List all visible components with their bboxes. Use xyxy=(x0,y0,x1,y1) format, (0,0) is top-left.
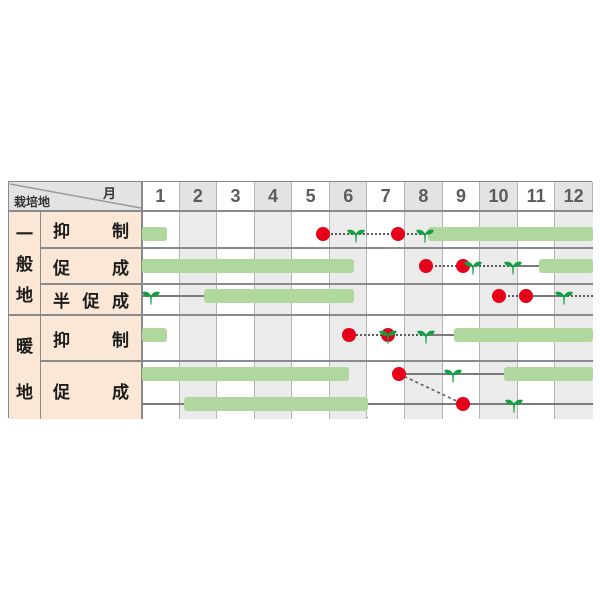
sowing-dot xyxy=(519,289,534,303)
seedling-on-dot xyxy=(378,327,398,345)
seedling-marker xyxy=(443,366,463,384)
harvest-bar xyxy=(427,227,593,241)
seedling-marker xyxy=(141,288,161,306)
seedling-icon xyxy=(505,399,523,413)
month-header-cell: 5 xyxy=(292,182,330,211)
sowing-dot xyxy=(455,397,470,411)
sowing-dot xyxy=(392,367,407,381)
sowing-dot xyxy=(316,227,331,241)
month-header-cell: 8 xyxy=(405,182,443,211)
method-label-促成: 促成 xyxy=(40,248,142,284)
seedling-marker xyxy=(416,327,436,345)
sowing-dot xyxy=(492,289,507,303)
seedling-icon xyxy=(464,261,482,275)
month-header-cell: 6 xyxy=(329,182,368,211)
sowing-dot xyxy=(419,259,434,273)
seedling-marker xyxy=(346,226,366,244)
calendar-table: 月 栽培地 1 2 3 4 5 6 7 8 9 10 11 12 一般地抑制促成半促成暖地抑制促成 xyxy=(8,181,593,419)
sowing-dot xyxy=(342,328,357,342)
row-boundary-line xyxy=(9,314,593,316)
row-boundary-line xyxy=(40,360,593,362)
month-header-cell: 3 xyxy=(217,182,255,211)
connector-line xyxy=(512,265,539,267)
harvest-bar xyxy=(538,259,593,273)
month-header-cell: 1 xyxy=(142,182,180,211)
seedling-icon xyxy=(417,330,435,344)
month-axis-label: 月 xyxy=(102,186,116,201)
month-header-cell: 7 xyxy=(367,182,406,211)
row-track-暖地-促成 xyxy=(142,361,593,419)
row-track-一般地-抑制 xyxy=(142,211,593,248)
seedling-icon xyxy=(444,369,462,383)
harvest-bar xyxy=(142,367,350,381)
region-label-一般地: 一般地 xyxy=(9,211,40,315)
method-label-促成: 促成 xyxy=(40,361,142,419)
harvest-bar xyxy=(184,397,368,411)
label-column-divider xyxy=(39,211,41,419)
month-header-cell: 2 xyxy=(179,182,218,211)
connector-line xyxy=(564,295,593,297)
month-header-cell: 4 xyxy=(254,182,293,211)
method-label-半促成: 半促成 xyxy=(40,284,142,315)
method-label-抑制: 抑制 xyxy=(40,211,142,248)
harvest-bar xyxy=(142,328,168,342)
sowing-dot xyxy=(390,227,405,241)
row-track-一般地-促成 xyxy=(142,248,593,284)
harvest-bar xyxy=(453,328,593,342)
seedling-marker xyxy=(554,288,574,306)
month-header-cell: 12 xyxy=(555,182,593,211)
row-boundary-line xyxy=(40,247,593,249)
connector-line xyxy=(426,334,454,336)
header-bottom-line xyxy=(9,210,593,212)
connector-line xyxy=(526,295,565,297)
corner-header-cell: 月 栽培地 xyxy=(9,182,142,211)
harvest-bar xyxy=(142,259,354,273)
seedling-icon xyxy=(379,330,397,344)
connector-line xyxy=(499,295,527,297)
month-header-cell: 10 xyxy=(480,182,518,211)
row-track-一般地-半促成 xyxy=(142,284,593,315)
seedling-icon xyxy=(555,291,573,305)
connector-line xyxy=(142,403,185,405)
row-boundary-line xyxy=(40,283,593,285)
diagonal-divider xyxy=(9,183,142,209)
seedling-marker xyxy=(503,258,523,276)
connector-line xyxy=(142,295,204,297)
seedling-marker xyxy=(463,258,483,276)
seedling-icon xyxy=(416,229,434,243)
harvest-bar xyxy=(204,289,354,303)
connector-line xyxy=(367,403,593,405)
seedling-icon xyxy=(142,291,160,305)
seedling-marker xyxy=(415,226,435,244)
seedling-icon xyxy=(504,261,522,275)
month-header-cell: 11 xyxy=(517,182,556,211)
harvest-bar xyxy=(503,367,593,381)
region-axis-label: 栽培地 xyxy=(14,195,51,209)
row-track-暖地-抑制 xyxy=(142,315,593,361)
method-label-抑制: 抑制 xyxy=(40,315,142,361)
region-label-暖地: 暖地 xyxy=(9,315,40,419)
harvest-bar xyxy=(142,227,168,241)
seedling-marker xyxy=(504,396,524,414)
month-header-cell: 9 xyxy=(442,182,481,211)
seedling-icon xyxy=(347,229,365,243)
connector-line xyxy=(323,233,425,235)
chart-left-divider xyxy=(141,182,143,419)
